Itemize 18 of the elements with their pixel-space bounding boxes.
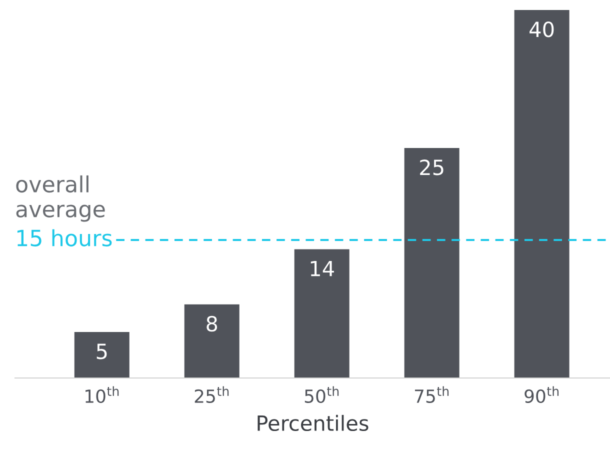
data-label: 40 bbox=[530, 21, 554, 38]
data-label: 5 bbox=[96, 344, 107, 360]
x-tick-label: 25$^{th}$ bbox=[194, 386, 229, 403]
x-axis-title: Percentiles bbox=[258, 414, 368, 432]
bar bbox=[184, 304, 240, 378]
ref-line-label: 15 hours bbox=[17, 229, 112, 246]
data-label: 14 bbox=[310, 260, 334, 276]
x-tick-label: 50$^{th}$ bbox=[304, 386, 339, 403]
x-tick-label: 90$^{th}$ bbox=[524, 386, 559, 403]
bar bbox=[74, 332, 130, 378]
bar bbox=[294, 249, 350, 378]
x-tick-label: 75$^{th}$ bbox=[414, 386, 449, 403]
bar bbox=[514, 10, 570, 378]
data-label: 25 bbox=[420, 159, 444, 176]
x-tick-label: 10$^{th}$ bbox=[86, 386, 119, 403]
bar bbox=[404, 148, 460, 378]
annotation: overall average bbox=[16, 175, 105, 222]
data-label: 8 bbox=[206, 316, 218, 332]
